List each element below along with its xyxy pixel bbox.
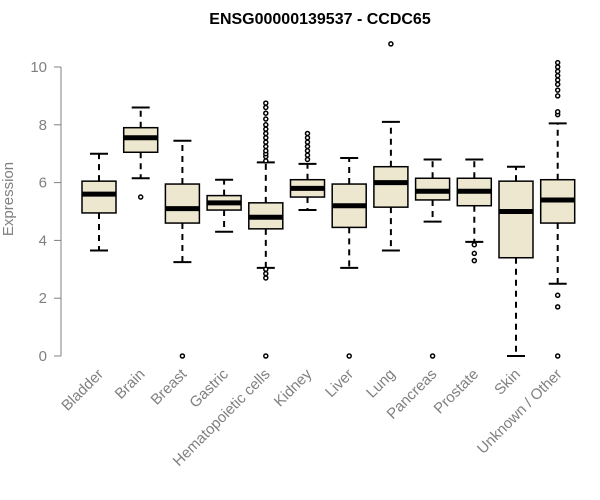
outlier-point: [263, 110, 269, 116]
outlier-point: [263, 266, 269, 273]
outlier-point: [429, 353, 436, 359]
x-tick-label: Lung: [363, 366, 399, 402]
outlier-point: [388, 41, 394, 47]
outlier-point: [263, 143, 269, 150]
y-axis-label: Expression: [0, 162, 17, 236]
box-group: [373, 41, 409, 252]
outlier-point: [137, 194, 144, 200]
chart-title: ENSG00000139537 - CCDC65: [209, 11, 431, 28]
box-group: [122, 106, 159, 200]
x-tick-label: Breast: [148, 365, 191, 408]
outlier-point: [263, 126, 269, 132]
x-tick-label: Kidney: [271, 365, 316, 410]
outlier-point: [304, 156, 311, 163]
outlier-point: [179, 353, 186, 359]
outlier-point: [554, 304, 561, 310]
box-group: [81, 152, 117, 252]
x-tick-label: Prostate: [431, 366, 483, 418]
y-tick-label: 6: [39, 175, 47, 192]
outlier-point: [263, 104, 269, 111]
outlier-point: [554, 87, 561, 93]
y-tick-label: 2: [39, 290, 47, 307]
x-tick-label: Liver: [322, 366, 357, 401]
outlier-point: [304, 135, 311, 141]
outlier-point: [471, 250, 478, 257]
y-tick-label: 0: [39, 348, 47, 365]
outlier-point: [263, 135, 269, 141]
outlier-point: [263, 130, 269, 137]
box-group: [456, 158, 493, 264]
x-tick-label: Brain: [112, 366, 149, 403]
box-group: [289, 130, 326, 212]
outlier-point: [304, 148, 311, 154]
outlier-point: [263, 275, 269, 281]
outlier-point: [554, 93, 561, 99]
outlier-point: [554, 68, 561, 75]
outlier-point: [554, 353, 561, 359]
box-group: [248, 100, 284, 359]
outlier-point: [471, 257, 478, 264]
y-axis: 0 2 4 6 8 10: [30, 59, 62, 365]
box-group: [414, 158, 451, 359]
outlier-point: [346, 353, 352, 359]
outlier-point: [263, 139, 269, 145]
outlier-point: [263, 122, 269, 128]
outlier-point: [263, 353, 269, 359]
outlier-point: [304, 130, 311, 137]
box-iqr: [81, 180, 117, 214]
outlier-point: [554, 59, 561, 66]
outlier-point: [554, 292, 561, 299]
outlier-point: [263, 158, 269, 164]
box-iqr: [373, 165, 409, 208]
outlier-point: [263, 270, 269, 277]
box-group: [206, 178, 242, 233]
outlier-point: [263, 148, 269, 154]
outlier-point: [554, 64, 561, 70]
outlier-point: [263, 116, 269, 122]
outlier-point: [554, 81, 561, 88]
outlier-point: [304, 139, 311, 145]
box-group: [331, 157, 367, 359]
x-tick-label: Bladder: [58, 366, 107, 415]
box-iqr: [498, 180, 534, 259]
y-tick-label: 8: [39, 117, 47, 134]
box-series: [81, 41, 576, 359]
outlier-point: [304, 143, 311, 150]
outlier-point: [554, 109, 561, 115]
outlier-point: [304, 152, 311, 158]
outlier-point: [554, 72, 561, 79]
outlier-point: [263, 100, 269, 106]
outlier-point: [554, 77, 561, 83]
outlier-point: [471, 241, 478, 248]
x-tick-label: Skin: [491, 366, 524, 399]
y-tick-label: 10: [30, 59, 47, 76]
box-iqr: [164, 183, 201, 224]
box-group: [539, 59, 576, 359]
box-group: [498, 165, 534, 357]
box-group: [164, 139, 201, 359]
y-tick-label: 4: [39, 232, 47, 249]
